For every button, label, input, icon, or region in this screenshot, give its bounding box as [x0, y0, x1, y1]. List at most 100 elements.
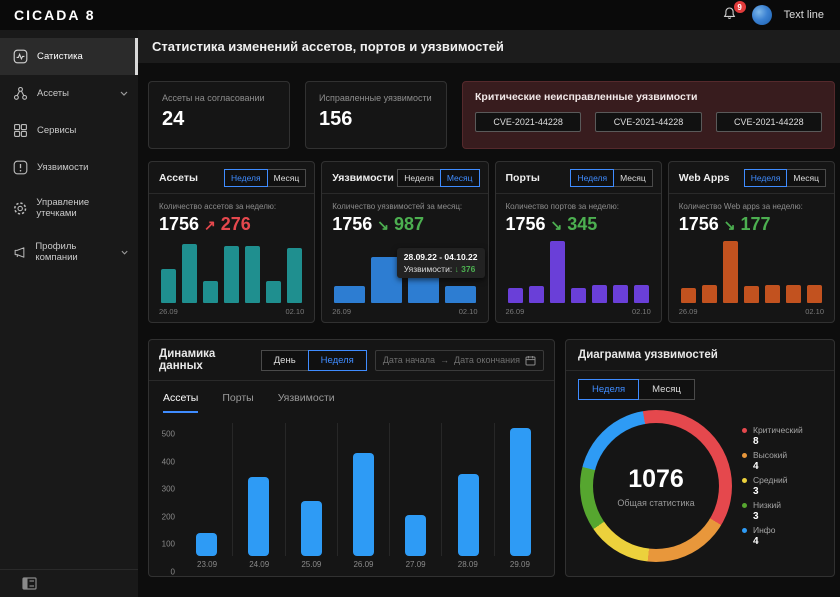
bar[interactable] [612, 285, 628, 303]
toggle-option[interactable]: Неделя [570, 169, 615, 187]
sidebar-item-label: Уязвимости [37, 162, 89, 173]
sidebar-item-label: Сервисы [37, 125, 77, 136]
stat-value: 24 [162, 108, 185, 130]
bar[interactable] [764, 285, 780, 303]
toggle-option[interactable]: Неделя [307, 349, 367, 371]
bar[interactable] [203, 281, 219, 303]
x-tick-label: 24.09 [249, 559, 270, 569]
bar[interactable] [570, 288, 586, 303]
dynamics-title: Динамика данных [159, 348, 216, 372]
bar[interactable] [806, 285, 822, 303]
bar[interactable] [680, 288, 696, 303]
notifications-button[interactable]: 9 [722, 1, 746, 24]
bar[interactable] [549, 241, 565, 303]
toggle-option[interactable]: Месяц [266, 169, 307, 187]
toggle-option[interactable]: Неделя [223, 169, 268, 187]
legend-dot [742, 452, 747, 458]
bar[interactable] [407, 275, 439, 303]
date-end-placeholder[interactable]: Дата окончания [453, 355, 520, 365]
toggle-option[interactable]: Месяц [638, 379, 695, 400]
date-start-label: 26.09 [505, 307, 525, 316]
chevron-down-icon [121, 250, 128, 255]
bar[interactable] [528, 286, 544, 303]
toggle-option[interactable]: Месяц [613, 169, 653, 187]
date-start-label: 26.09 [332, 307, 352, 316]
toggle-option[interactable]: Неделя [743, 169, 788, 187]
x-tick-label: 28.09 [457, 559, 478, 569]
sidebar-collapse-button[interactable] [0, 569, 138, 597]
cve-button[interactable]: CVE-2021-44228 [595, 112, 702, 132]
date-start-placeholder[interactable]: Дата начала [382, 355, 435, 365]
legend-item: Высокий 4 [742, 450, 824, 472]
avatar[interactable] [751, 5, 772, 25]
bar[interactable] [224, 245, 240, 303]
bar[interactable] [352, 452, 374, 556]
bar[interactable] [405, 515, 427, 556]
bar[interactable] [300, 500, 322, 556]
y-axis: 0 100 200 300 400 500 [155, 423, 181, 577]
bar[interactable] [722, 241, 738, 303]
critical-vulnerabilities-card: Критические неисправленные уязвимости CV… [462, 81, 835, 149]
x-tick-label: 25.09 [301, 559, 322, 569]
bar[interactable] [633, 285, 649, 303]
bar[interactable] [182, 244, 198, 303]
bar[interactable] [701, 285, 717, 303]
bar[interactable] [334, 285, 366, 303]
bar[interactable] [444, 285, 476, 303]
vulnerability-icon [13, 160, 28, 175]
bar[interactable] [245, 245, 261, 303]
sidebar-item-services[interactable]: Сервисы [0, 112, 138, 149]
delta-value: 987 [394, 214, 425, 234]
y-tick-label: 200 [161, 512, 175, 522]
legend-label: Инфо [753, 525, 776, 535]
bar[interactable] [161, 268, 177, 303]
trend-arrow-icon: ↘ [723, 217, 736, 233]
tab-Ассеты[interactable]: Ассеты [163, 392, 199, 413]
legend-value: 3 [753, 511, 759, 522]
toggle-option[interactable]: Месяц [439, 169, 480, 187]
sidebar-item-vulnerabilities[interactable]: Уязвимости [0, 149, 138, 186]
sidebar-item-statistics[interactable]: Сатистика [0, 38, 138, 75]
bar[interactable] [509, 427, 531, 556]
bar[interactable] [248, 477, 270, 556]
bar[interactable] [591, 285, 607, 303]
bar[interactable] [457, 473, 479, 556]
toggle-option[interactable]: Неделя [397, 169, 441, 187]
notification-badge: 9 [733, 1, 746, 13]
sidebar-item-assets[interactable]: Ассеты [0, 75, 138, 112]
mini-card-title: Web Apps [678, 172, 730, 184]
bar[interactable] [266, 281, 282, 303]
toggle-option[interactable]: Неделя [578, 379, 640, 400]
toggle-option[interactable]: День [260, 349, 309, 371]
bar[interactable] [507, 288, 523, 303]
mini-card-subtitle: Количество портов за неделю: [505, 202, 620, 211]
cve-button[interactable]: CVE-2021-44228 [475, 112, 582, 132]
calendar-icon [525, 355, 536, 365]
megaphone-icon [14, 246, 25, 258]
legend-label: Высокий [753, 450, 788, 460]
mini-chart-card: Уязвимости Неделя Месяц Количество уязвимос… [321, 161, 489, 323]
assets-approval-card: Ассеты на согласовании 24 [148, 81, 290, 149]
cve-button[interactable]: CVE-2021-44228 [715, 112, 822, 132]
sidebar-item-company-profile[interactable]: Профиль компании [0, 230, 138, 274]
date-start-label: 26.09 [159, 307, 178, 316]
legend-label: Средний [753, 475, 788, 485]
sidebar-item-label: Профиль компании [35, 241, 78, 263]
bell-icon [723, 7, 735, 20]
bar[interactable] [371, 256, 402, 303]
legend-value: 4 [753, 461, 759, 472]
dynamics-period-toggle: День Неделя [260, 349, 367, 371]
bar[interactable] [785, 285, 801, 303]
toggle-option[interactable]: Месяц [786, 169, 826, 187]
date-range-input[interactable]: Дата начала → Дата окончания [374, 349, 544, 371]
sidebar-item-leak-management[interactable]: Управление утечками [0, 186, 138, 230]
vulnerability-donut-chart[interactable]: 1076 Общая статистика [580, 410, 732, 562]
tab-Порты[interactable]: Порты [222, 392, 254, 404]
total-value: 1756 [505, 214, 546, 234]
bar[interactable] [287, 248, 303, 303]
total-value: 1756 [332, 214, 373, 234]
tab-Уязвимости[interactable]: Уязвимости [277, 392, 335, 404]
mini-card-subtitle: Количество Web apps за неделю: [678, 202, 803, 211]
bar[interactable] [196, 532, 218, 556]
bar[interactable] [743, 286, 759, 303]
